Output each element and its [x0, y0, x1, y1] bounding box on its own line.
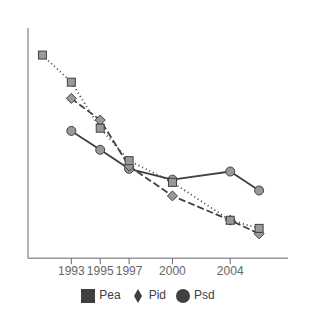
html-text:Psd: Psd — [194, 288, 215, 303]
svg-text:2004: 2004 — [217, 264, 244, 278]
svg-text:2000: 2000 — [159, 264, 186, 278]
svg-text:1997: 1997 — [116, 264, 143, 278]
svg-text:1995: 1995 — [87, 264, 114, 278]
svg-text:1993: 1993 — [58, 264, 85, 278]
html-text:Pea: Pea — [99, 288, 121, 303]
html-text:Pid: Pid — [148, 288, 166, 303]
